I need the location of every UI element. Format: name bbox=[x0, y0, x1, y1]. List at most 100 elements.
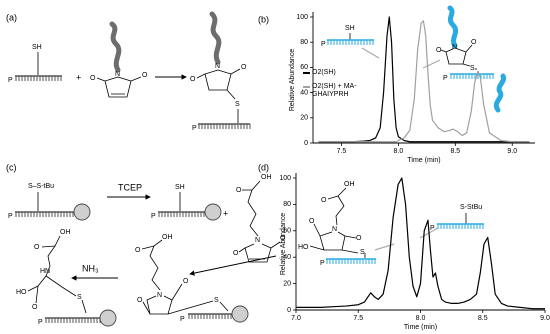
connector bbox=[374, 243, 395, 251]
scheme-c: S–S-tBu P TCEP SH P + OH O N O O OH O N … bbox=[8, 174, 286, 326]
atom: O bbox=[309, 218, 315, 225]
strand-label: P bbox=[180, 316, 185, 323]
atom: OH bbox=[261, 174, 272, 181]
y-tick-label: 100 bbox=[279, 175, 291, 182]
atom: O bbox=[321, 197, 327, 204]
y-tick-label: 40 bbox=[300, 89, 308, 96]
atom: S bbox=[235, 101, 240, 108]
reagent: TCEP bbox=[118, 182, 142, 192]
arrow bbox=[189, 255, 277, 276]
legend-label: O2(SH) + MA-GHAIYPRH bbox=[312, 83, 357, 98]
strand-label: P bbox=[321, 41, 326, 48]
atom: N bbox=[452, 44, 457, 51]
strand-label: P bbox=[430, 225, 435, 232]
atom: SH bbox=[32, 44, 42, 51]
bead bbox=[231, 305, 249, 323]
atom: HO bbox=[298, 244, 309, 251]
strand-label: P bbox=[151, 213, 156, 220]
connector bbox=[361, 47, 380, 59]
atom: N bbox=[157, 292, 162, 299]
x-tick-label: 8.0 bbox=[416, 315, 426, 322]
atom: S bbox=[470, 65, 475, 72]
y-tick-label: 60 bbox=[283, 228, 291, 235]
atom: HO bbox=[16, 289, 27, 296]
x-axis-label: Time (min) bbox=[407, 157, 440, 164]
y-tick-label: 20 bbox=[283, 280, 291, 287]
panel-label: (b) bbox=[258, 14, 269, 24]
reagent: NH₃ bbox=[82, 263, 99, 273]
atom: O bbox=[190, 76, 196, 83]
x-tick-label: 7.0 bbox=[291, 315, 301, 322]
atom: S bbox=[360, 249, 365, 256]
y-tick-label: 20 bbox=[300, 115, 308, 122]
bead bbox=[204, 203, 222, 221]
y-tick-label: 100 bbox=[296, 14, 308, 21]
x-tick-label: 7.5 bbox=[337, 148, 347, 155]
x-tick-label: 9.0 bbox=[507, 148, 517, 155]
y-tick-label: 0 bbox=[287, 307, 291, 314]
strand-label: P bbox=[192, 125, 197, 132]
legend-entry: O2(SH) bbox=[312, 69, 336, 76]
x-tick-label: 7.5 bbox=[353, 315, 363, 322]
x-tick-label: 8.0 bbox=[394, 148, 404, 155]
bead bbox=[99, 309, 117, 327]
plus: + bbox=[223, 208, 228, 218]
strand-label: P bbox=[443, 75, 448, 82]
peptide-squiggle bbox=[109, 21, 122, 73]
strand-label: P bbox=[8, 77, 13, 84]
atom: O bbox=[471, 39, 477, 46]
atom: O bbox=[32, 304, 38, 311]
atom: O bbox=[142, 72, 148, 79]
scheme-a: SH P + O N O O N O S P bbox=[8, 11, 247, 132]
bonds bbox=[37, 52, 241, 123]
bonds bbox=[309, 187, 467, 258]
peptide-squiggle bbox=[209, 11, 222, 65]
atom: O bbox=[135, 247, 141, 254]
y-axis-label: Relative Abundance bbox=[280, 213, 287, 275]
atom: S–S-tBu bbox=[28, 183, 54, 190]
atom: O bbox=[183, 278, 189, 285]
atom: O bbox=[356, 235, 362, 242]
atom: S bbox=[214, 297, 219, 304]
plus: + bbox=[76, 72, 81, 82]
atom: S bbox=[77, 294, 82, 301]
data-line bbox=[296, 177, 545, 310]
atom: OH bbox=[344, 181, 355, 188]
peptide-squiggle bbox=[447, 5, 459, 49]
peptide-squiggle bbox=[493, 73, 507, 113]
data-line bbox=[318, 16, 530, 143]
x-axis-label: Time (min) bbox=[404, 324, 437, 331]
atom: HN bbox=[40, 268, 50, 275]
atom: N bbox=[332, 226, 337, 233]
y-tick-label: 60 bbox=[300, 64, 308, 71]
y-axis-label: Relative Abundance bbox=[289, 49, 296, 111]
atom: N bbox=[255, 237, 260, 244]
panel-label: (a) bbox=[6, 12, 17, 22]
y-tick-label: 80 bbox=[283, 201, 291, 208]
atom: SH bbox=[175, 184, 185, 191]
legend-entry: O2(SH) + MA-GHAIYPRH bbox=[312, 83, 357, 98]
atom: N bbox=[115, 71, 120, 78]
atom: O bbox=[236, 187, 242, 194]
x-tick-label: 8.5 bbox=[478, 315, 488, 322]
bonds bbox=[349, 33, 477, 70]
strand-label: P bbox=[38, 319, 43, 326]
atom: OH bbox=[60, 229, 71, 236]
atom: O bbox=[90, 75, 96, 82]
x-tick-label: 8.5 bbox=[450, 148, 460, 155]
bonds bbox=[27, 180, 281, 315]
x-tick-label: 9.0 bbox=[540, 315, 550, 322]
chart-b-annotations: SH P O N O S P bbox=[321, 5, 507, 113]
atom: SH bbox=[345, 25, 355, 32]
y-tick-label: 80 bbox=[300, 39, 308, 46]
strand-label: P bbox=[8, 213, 13, 220]
data-line bbox=[318, 20, 530, 143]
y-tick-label: 40 bbox=[283, 254, 291, 261]
atom: O bbox=[241, 64, 247, 71]
atom: N bbox=[215, 63, 220, 70]
connector bbox=[422, 59, 441, 69]
atom: O bbox=[436, 47, 442, 54]
atom: O bbox=[233, 250, 239, 257]
atom: O bbox=[137, 297, 143, 304]
